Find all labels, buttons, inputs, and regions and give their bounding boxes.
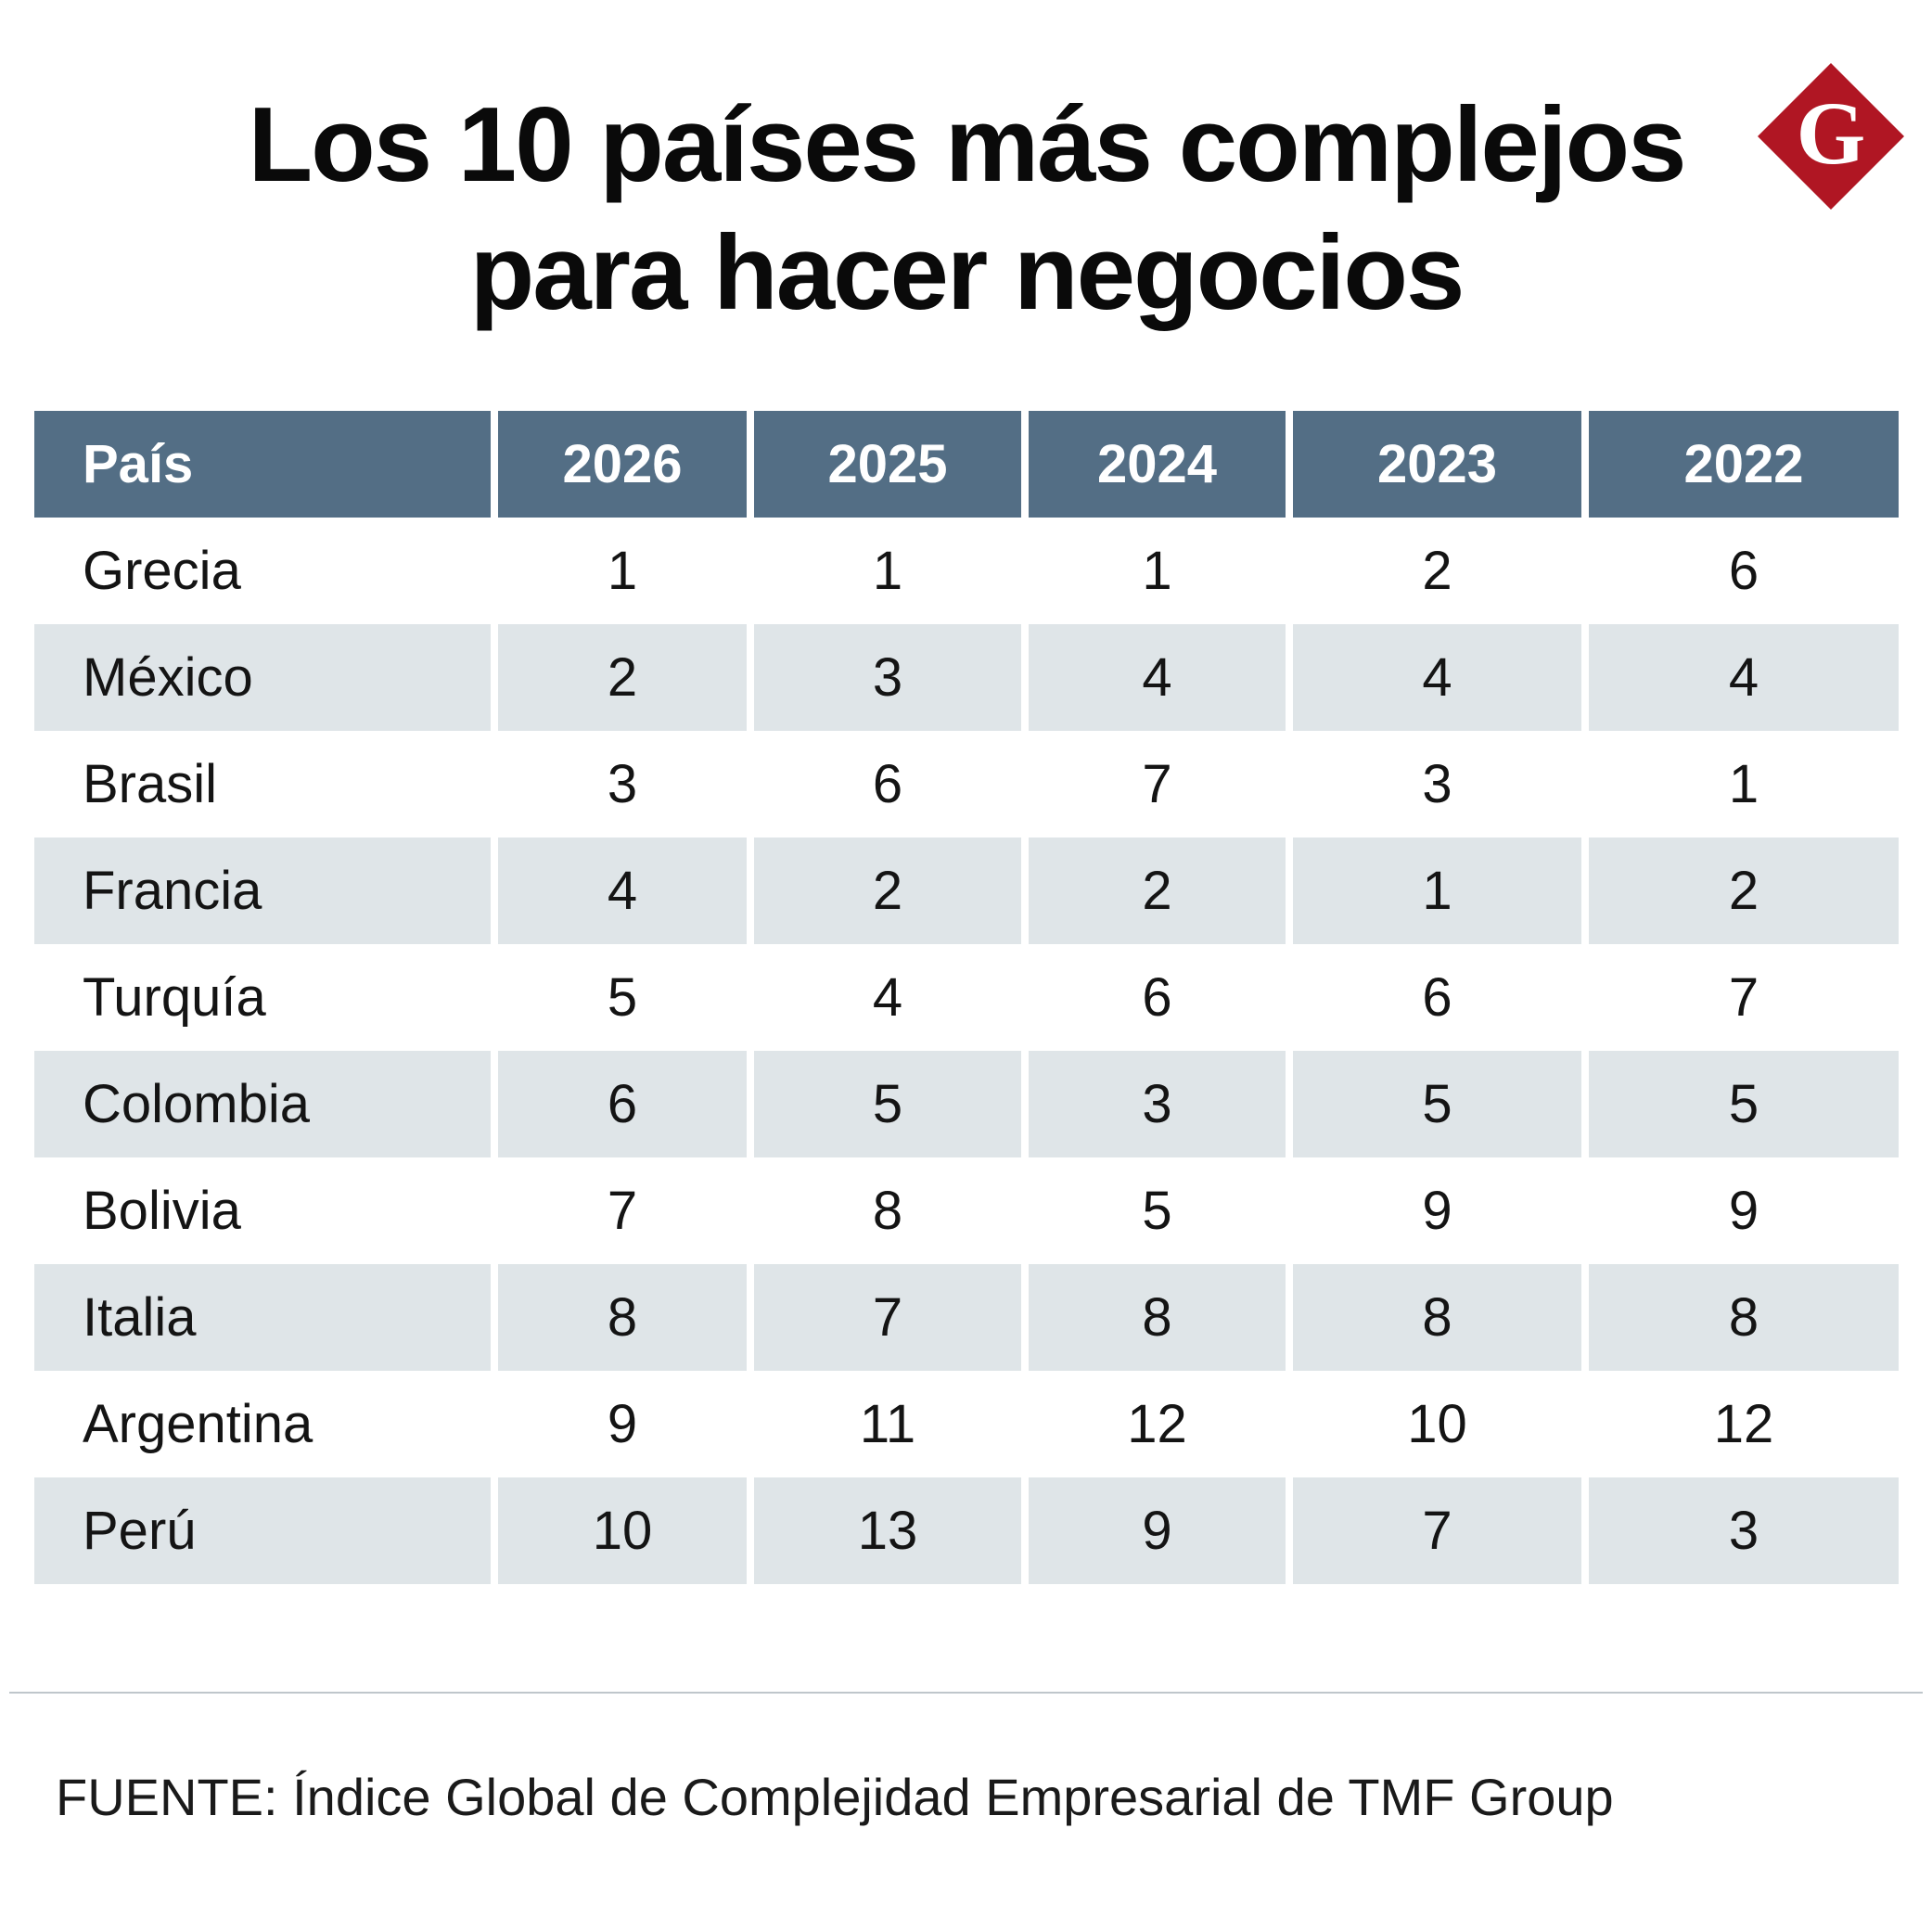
rank-cell: 2 bbox=[754, 838, 1021, 944]
table-row: México 2 3 4 4 4 bbox=[34, 624, 1899, 731]
ranking-table: País 2026 2025 2024 2023 2022 Grecia 1 1 1 2… bbox=[34, 411, 1899, 1584]
rank-cell: 3 bbox=[1422, 754, 1452, 814]
rank-cell: 6 bbox=[1142, 967, 1172, 1028]
rank-cell: 7 bbox=[607, 1181, 638, 1241]
country-cell: México bbox=[34, 624, 491, 731]
rank-cell: 5 bbox=[1142, 1181, 1172, 1241]
table-row: Grecia 1 1 1 2 6 bbox=[34, 518, 1899, 624]
rank-cell: 4 bbox=[1293, 624, 1581, 731]
rank-cell: 1 bbox=[1142, 541, 1172, 601]
title-line-1: Los 10 países más complejos bbox=[248, 86, 1686, 204]
rank-cell: 11 bbox=[859, 1394, 916, 1454]
rank-cell: 3 bbox=[754, 624, 1021, 731]
rank-cell: 3 bbox=[1029, 1051, 1286, 1157]
table-row: Francia 4 2 2 1 2 bbox=[34, 838, 1899, 944]
header-cell-2024: 2024 bbox=[1029, 411, 1286, 518]
rank-cell: 9 bbox=[1422, 1181, 1452, 1241]
rank-cell: 4 bbox=[872, 967, 903, 1028]
page-title: Los 10 países más complejos para hacer n… bbox=[74, 82, 1859, 338]
rank-cell: 5 bbox=[607, 967, 638, 1028]
rank-cell: 5 bbox=[754, 1051, 1021, 1157]
table-row: Bolivia 7 8 5 9 9 bbox=[34, 1157, 1899, 1264]
rank-cell: 4 bbox=[498, 838, 747, 944]
rank-cell: 8 bbox=[1029, 1264, 1286, 1371]
country-cell: Argentina bbox=[83, 1394, 313, 1454]
svg-text:G: G bbox=[1797, 83, 1866, 183]
table-header-row: País 2026 2025 2024 2023 2022 bbox=[34, 411, 1899, 518]
country-cell: Francia bbox=[34, 838, 491, 944]
source-note: FUENTE: Índice Global de Complejidad Emp… bbox=[56, 1768, 1614, 1826]
rank-cell: 1 bbox=[1293, 838, 1581, 944]
table-row: Argentina 9 11 12 10 12 bbox=[34, 1371, 1899, 1477]
rank-cell: 7 bbox=[1293, 1477, 1581, 1584]
header-cell-2026: 2026 bbox=[498, 411, 747, 518]
rank-cell: 9 bbox=[1728, 1181, 1759, 1241]
rank-cell: 12 bbox=[1713, 1394, 1774, 1454]
country-cell: Perú bbox=[34, 1477, 491, 1584]
rank-cell: 1 bbox=[607, 541, 638, 601]
header-cell-2023: 2023 bbox=[1293, 411, 1581, 518]
rank-cell: 8 bbox=[1589, 1264, 1899, 1371]
rank-cell: 10 bbox=[498, 1477, 747, 1584]
rank-cell: 3 bbox=[1589, 1477, 1899, 1584]
rank-cell: 6 bbox=[872, 754, 903, 814]
country-cell: Grecia bbox=[83, 541, 241, 601]
rank-cell: 7 bbox=[1142, 754, 1172, 814]
rank-cell: 4 bbox=[1029, 624, 1286, 731]
brand-logo-icon: G bbox=[1758, 63, 1904, 210]
rank-cell: 2 bbox=[1589, 838, 1899, 944]
country-cell: Bolivia bbox=[83, 1181, 241, 1241]
header-cell-2025: 2025 bbox=[754, 411, 1021, 518]
table-row: Turquía 5 4 6 6 7 bbox=[34, 944, 1899, 1051]
rank-cell: 2 bbox=[1029, 838, 1286, 944]
table-row: Colombia 6 5 3 5 5 bbox=[34, 1051, 1899, 1157]
rank-cell: 5 bbox=[1293, 1051, 1581, 1157]
rank-cell: 8 bbox=[498, 1264, 747, 1371]
rank-cell: 2 bbox=[1422, 541, 1452, 601]
rank-cell: 1 bbox=[872, 541, 903, 601]
table-row: Brasil 3 6 7 3 1 bbox=[34, 731, 1899, 838]
country-cell: Turquía bbox=[83, 967, 266, 1028]
country-cell: Italia bbox=[34, 1264, 491, 1371]
rank-cell: 6 bbox=[1422, 967, 1452, 1028]
rank-cell: 3 bbox=[607, 754, 638, 814]
rank-cell: 5 bbox=[1589, 1051, 1899, 1157]
rank-cell: 10 bbox=[1407, 1394, 1467, 1454]
rank-cell: 12 bbox=[1127, 1394, 1187, 1454]
rank-cell: 6 bbox=[1728, 541, 1759, 601]
divider bbox=[9, 1692, 1923, 1694]
table-row: Italia 8 7 8 8 8 bbox=[34, 1264, 1899, 1371]
country-cell: Brasil bbox=[83, 754, 218, 814]
rank-cell: 6 bbox=[498, 1051, 747, 1157]
rank-cell: 4 bbox=[1589, 624, 1899, 731]
rank-cell: 13 bbox=[754, 1477, 1021, 1584]
title-line-2: para hacer negocios bbox=[469, 214, 1465, 332]
rank-cell: 8 bbox=[1293, 1264, 1581, 1371]
rank-cell: 9 bbox=[1029, 1477, 1286, 1584]
country-cell: Colombia bbox=[34, 1051, 491, 1157]
rank-cell: 7 bbox=[754, 1264, 1021, 1371]
header-cell-pais: País bbox=[34, 411, 491, 518]
table-row: Perú 10 13 9 7 3 bbox=[34, 1477, 1899, 1584]
rank-cell: 9 bbox=[607, 1394, 638, 1454]
rank-cell: 2 bbox=[498, 624, 747, 731]
rank-cell: 7 bbox=[1728, 967, 1759, 1028]
rank-cell: 1 bbox=[1728, 754, 1759, 814]
table-body: Grecia 1 1 1 2 6 México 2 3 4 4 4 Brasil 3 6 7 3 1 Francia… bbox=[34, 518, 1899, 1584]
rank-cell: 8 bbox=[872, 1181, 903, 1241]
header-cell-2022: 2022 bbox=[1589, 411, 1899, 518]
